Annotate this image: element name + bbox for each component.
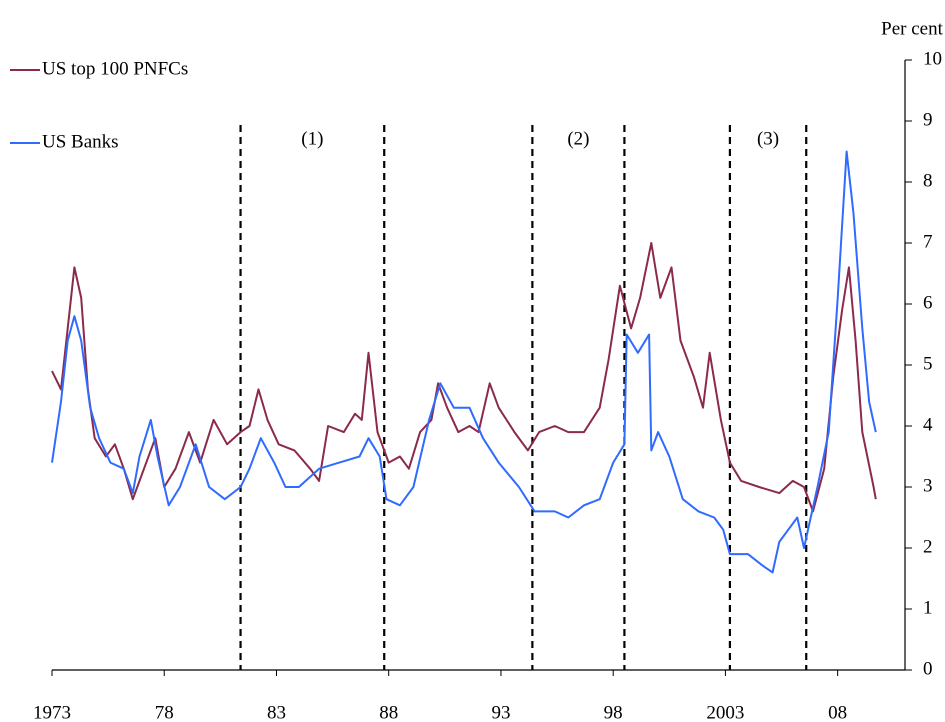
series-line	[51, 150, 877, 574]
y-tick-label: 6	[923, 292, 933, 313]
period-label: (2)	[567, 128, 589, 149]
x-tick-label: 88	[379, 702, 398, 722]
x-tick-label: 2003	[706, 702, 744, 722]
y-tick-label: 5	[923, 353, 933, 374]
y-tick-label: 8	[923, 170, 933, 191]
x-tick-label: 83	[267, 702, 286, 722]
y-tick-label: 2	[923, 536, 933, 557]
y-tick-label: 10	[923, 48, 942, 69]
y-tick-label: 0	[923, 658, 933, 679]
y-tick-label: 3	[923, 475, 933, 496]
y-tick-label: 4	[923, 414, 933, 435]
series-line	[51, 242, 877, 513]
y-tick-label: 7	[923, 231, 933, 252]
x-tick-label: 1973	[33, 702, 71, 722]
x-tick-label: 93	[491, 702, 510, 722]
x-tick-label: 08	[828, 702, 847, 722]
x-tick-label: 78	[155, 702, 174, 722]
legend-label: US Banks	[42, 131, 119, 152]
legend-label: US top 100 PNFCs	[42, 58, 188, 79]
y-tick-label: 1	[923, 597, 933, 618]
y-axis-label: Per cent	[881, 18, 943, 39]
period-label: (3)	[757, 128, 779, 149]
y-tick-label: 9	[923, 109, 933, 130]
x-tick-label: 98	[604, 702, 623, 722]
period-label: (1)	[301, 128, 323, 149]
